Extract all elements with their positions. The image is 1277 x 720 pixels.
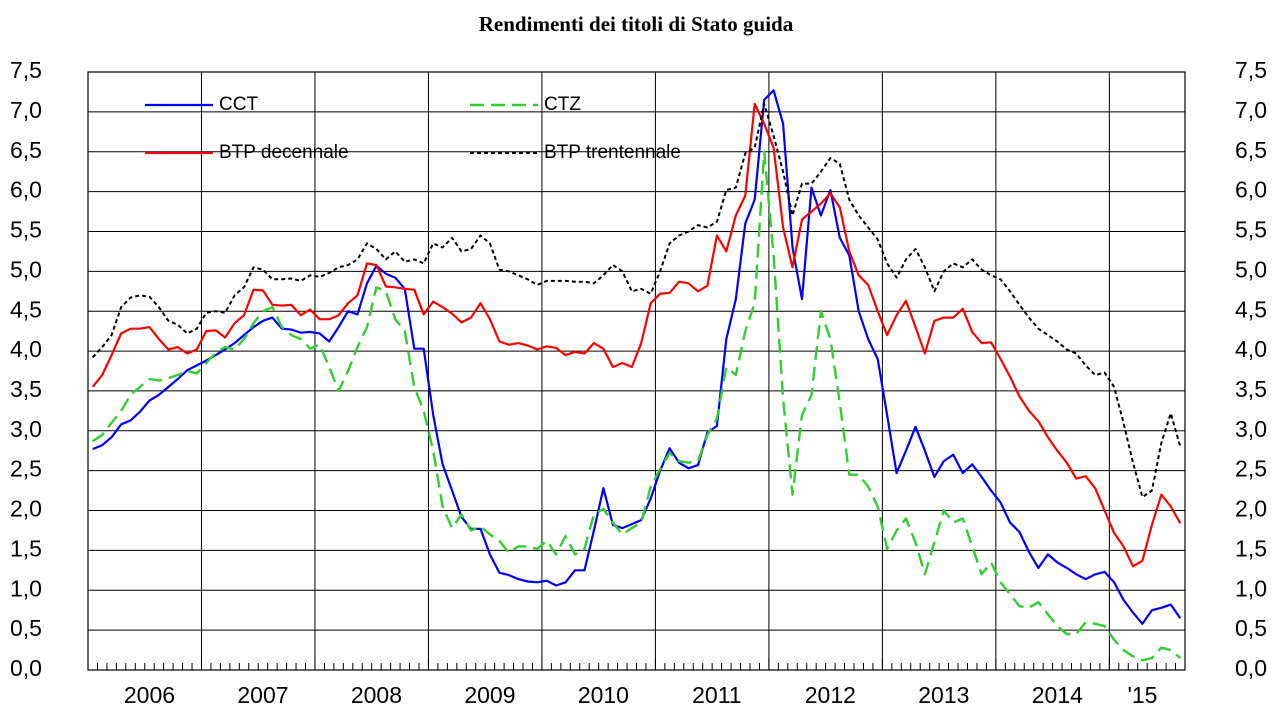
y2-tick-label: 4,5: [1235, 296, 1267, 322]
x-tick-label: 2006: [124, 682, 175, 708]
y2-tick-label: 5,0: [1235, 256, 1267, 282]
legend-label: BTP decennale: [219, 142, 349, 163]
x-tick-label: 2012: [805, 682, 856, 708]
x-tick-label: 2014: [1032, 682, 1083, 708]
series-line: [91, 102, 1182, 568]
y-tick-label: 1,5: [10, 535, 42, 561]
x-tick-label: 2011: [692, 682, 741, 708]
y2-tick-label: 1,5: [1235, 535, 1267, 561]
legend-label: BTP trentennale: [544, 142, 681, 163]
plot-frame: [87, 71, 1186, 671]
x-tick-label: '15: [1127, 682, 1157, 708]
y-tick-label: 0,0: [10, 655, 42, 681]
y-tick-label: 6,0: [10, 177, 42, 203]
y-tick-label: 2,0: [10, 496, 42, 522]
y2-tick-label: 1,0: [1235, 575, 1267, 601]
legend-label: CCT: [219, 94, 258, 115]
chart-title: Rendimenti dei titoli di Stato guida: [479, 12, 794, 36]
y-tick-label: 1,0: [10, 575, 42, 601]
y-tick-label: 3,0: [10, 416, 42, 442]
x-tick-label: 2007: [237, 682, 288, 708]
series-line: [92, 150, 1182, 662]
y2-tick-label: 3,0: [1235, 416, 1267, 442]
y-tick-label: 7,5: [10, 57, 42, 83]
y2-tick-label: 7,0: [1235, 97, 1267, 123]
y2-tick-label: 6,0: [1235, 177, 1267, 203]
series-line: [91, 102, 1182, 498]
y2-tick-label: 0,0: [1235, 655, 1267, 681]
y2-tick-label: 2,5: [1235, 456, 1267, 482]
y-tick-label: 5,0: [10, 256, 42, 282]
y2-tick-label: 6,5: [1235, 137, 1267, 163]
y-tick-label: 4,5: [10, 296, 42, 322]
x-tick-label: 2010: [578, 682, 629, 708]
x-tick-label: 2009: [464, 682, 515, 708]
y2-tick-label: 4,0: [1235, 336, 1267, 362]
y2-tick-label: 0,5: [1235, 615, 1267, 641]
x-tick-label: 2008: [351, 682, 402, 708]
series-line: [92, 89, 1182, 625]
y-tick-label: 0,5: [10, 615, 42, 641]
y-tick-label: 7,0: [10, 97, 42, 123]
y-tick-label: 2,5: [10, 456, 42, 482]
y2-tick-label: 2,0: [1235, 496, 1267, 522]
y2-tick-label: 3,5: [1235, 376, 1267, 402]
y-tick-label: 3,5: [10, 376, 42, 402]
y2-tick-label: 5,5: [1235, 217, 1267, 243]
y-tick-label: 6,5: [10, 137, 42, 163]
y2-tick-label: 7,5: [1235, 57, 1267, 83]
y-tick-label: 5,5: [10, 217, 42, 243]
x-tick-label: 2013: [918, 682, 969, 708]
legend-label: CTZ: [544, 94, 581, 115]
y-tick-label: 4,0: [10, 336, 42, 362]
